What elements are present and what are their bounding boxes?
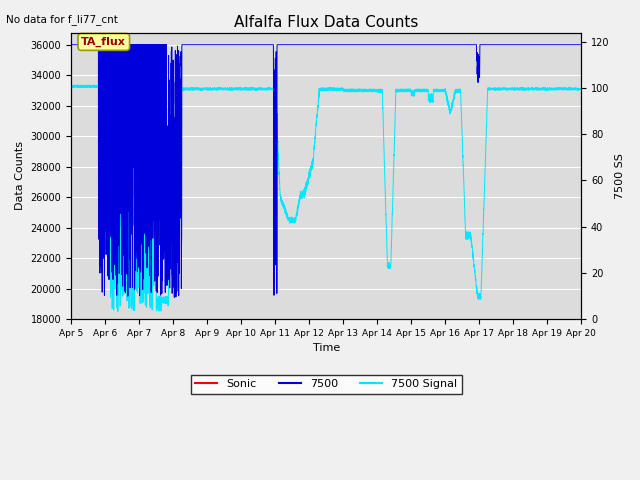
7500 <box>448 42 456 48</box>
7500 Signal <box>399 89 407 95</box>
7500 <box>373 42 381 48</box>
7500 Signal <box>577 85 585 91</box>
X-axis label: Time: Time <box>312 343 340 353</box>
7500 <box>160 42 168 48</box>
7500 <box>399 42 407 48</box>
7500 <box>262 42 270 48</box>
7500 <box>487 42 495 48</box>
Legend: Sonic, 7500, 7500 Signal: Sonic, 7500, 7500 Signal <box>191 375 462 394</box>
Text: TA_flux: TA_flux <box>81 37 126 47</box>
Line: 7500: 7500 <box>71 45 581 298</box>
Title: Alfalfa Flux Data Counts: Alfalfa Flux Data Counts <box>234 15 419 30</box>
7500 Signal <box>373 88 381 94</box>
Y-axis label: Data Counts: Data Counts <box>15 141 25 210</box>
Text: No data for f_li77_cnt: No data for f_li77_cnt <box>6 14 118 25</box>
7500 Signal <box>84 82 92 88</box>
Line: 7500 Signal: 7500 Signal <box>71 85 581 312</box>
7500 Signal <box>448 105 456 110</box>
7500 Signal <box>114 309 122 314</box>
7500 Signal <box>67 83 75 88</box>
Y-axis label: 7500 SS: 7500 SS <box>615 153 625 199</box>
7500 Signal <box>487 86 495 92</box>
7500 Signal <box>262 86 270 92</box>
7500 <box>577 42 585 48</box>
7500 <box>67 42 75 48</box>
7500 <box>170 295 178 300</box>
7500 Signal <box>160 299 168 304</box>
